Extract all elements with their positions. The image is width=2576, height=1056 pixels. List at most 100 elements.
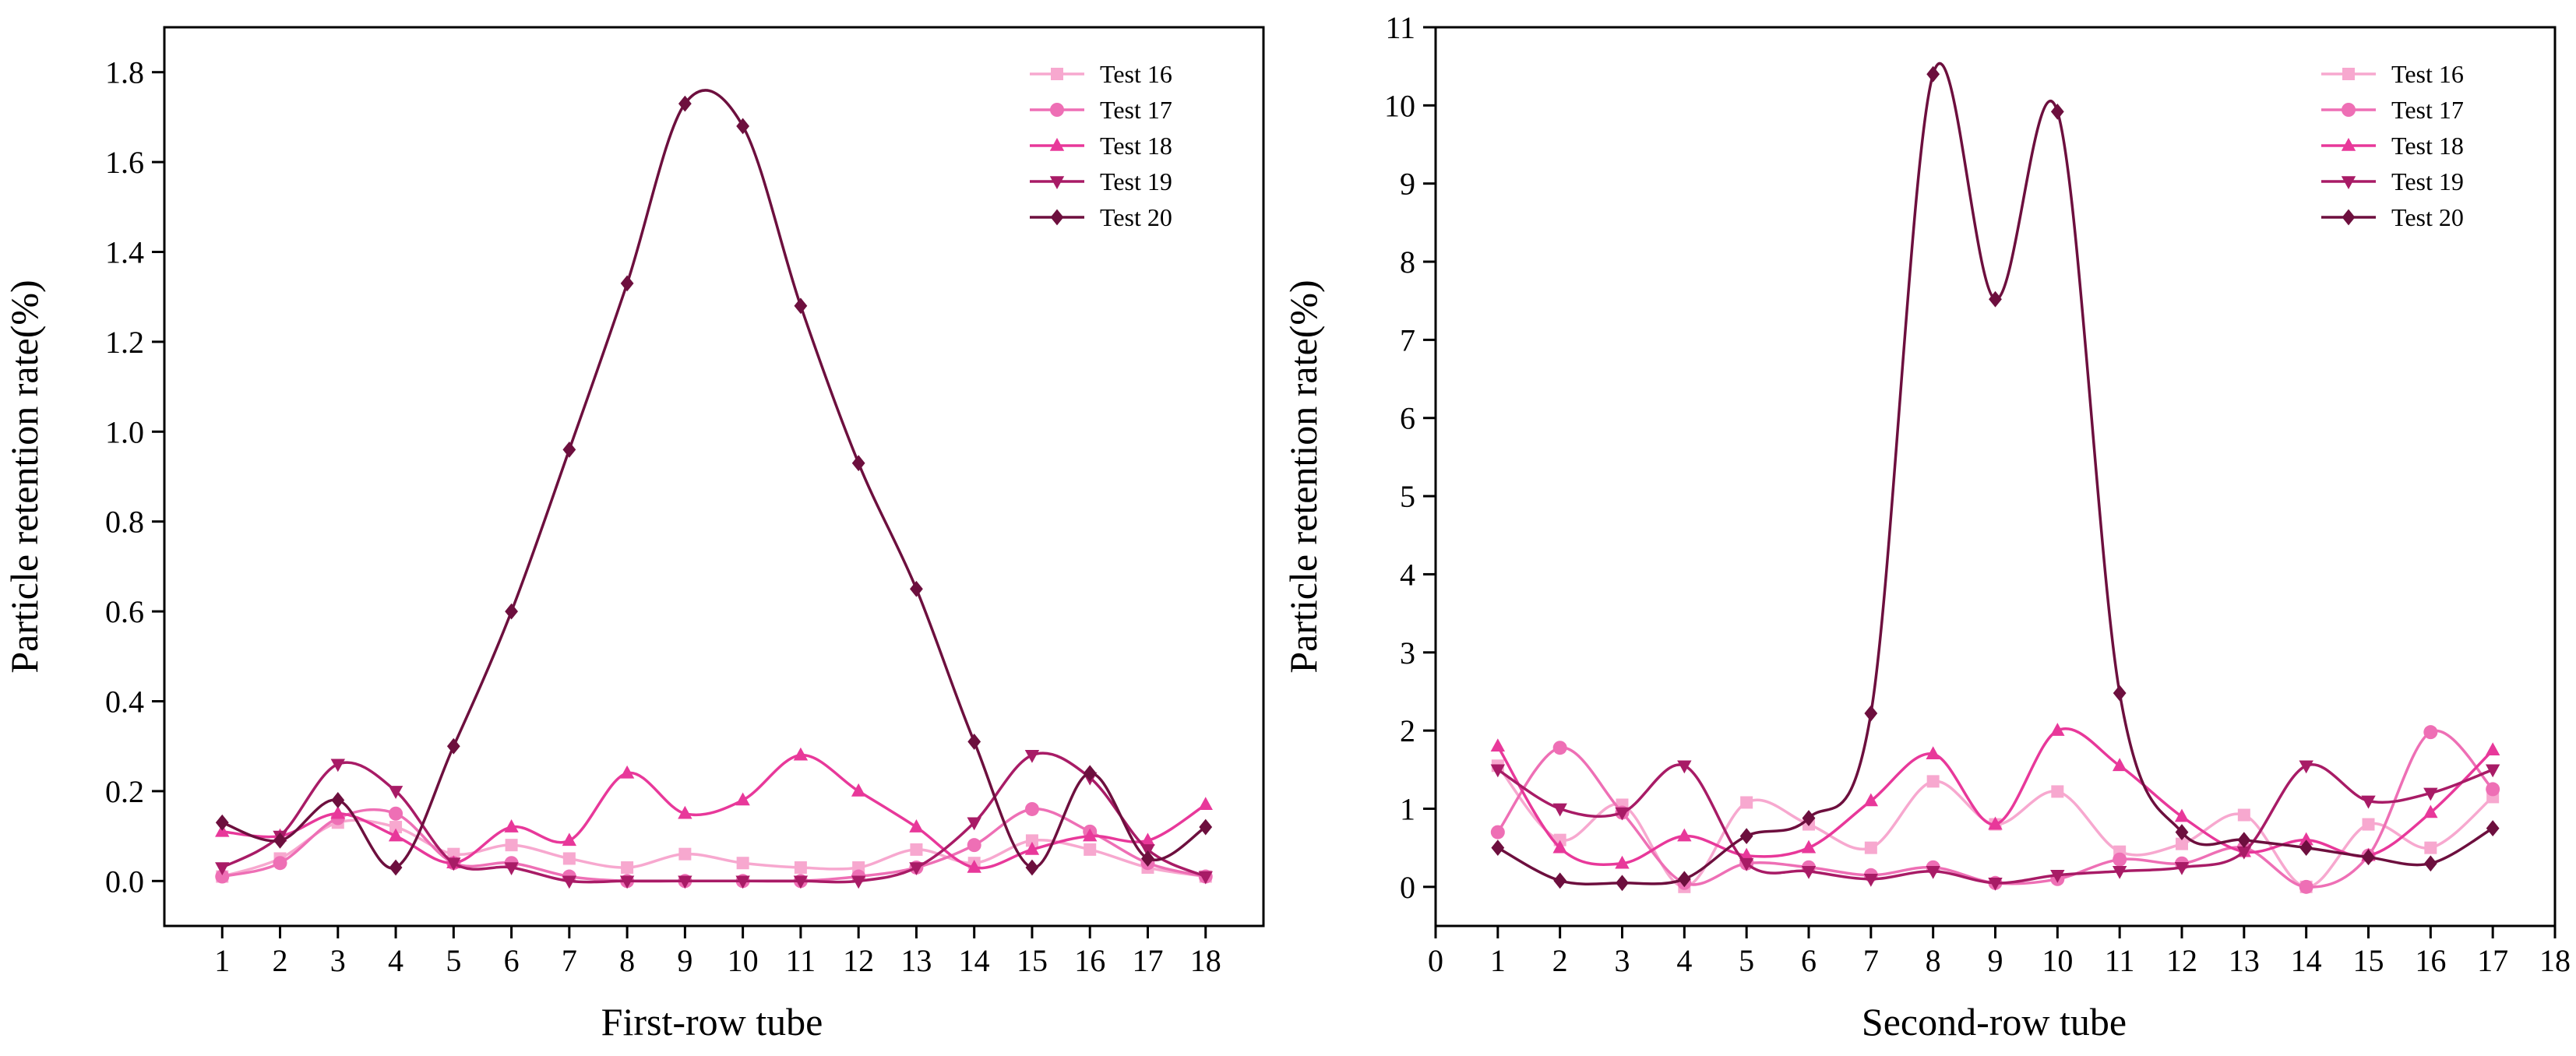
data-point <box>504 819 519 832</box>
data-point <box>910 580 923 597</box>
x-axis-label: Second-row tube <box>1862 1000 2127 1044</box>
data-point <box>1552 840 1567 854</box>
data-point <box>851 875 866 889</box>
y-tick-label: 9 <box>1400 167 1415 202</box>
y-tick-label: 0.6 <box>105 594 144 629</box>
data-point <box>1198 797 1213 811</box>
data-point <box>389 821 403 834</box>
data-point <box>2051 785 2064 798</box>
x-tick-label: 4 <box>1676 943 1692 978</box>
series-test-19 <box>215 749 1213 889</box>
data-point <box>2299 879 2313 894</box>
data-point <box>215 869 230 884</box>
x-tick-label: 9 <box>1988 943 2003 978</box>
data-point <box>2237 832 2251 849</box>
x-tick-label: 16 <box>2415 943 2446 978</box>
data-point <box>967 838 981 853</box>
legend-label: Test 16 <box>1100 60 1172 88</box>
data-point <box>1491 840 1505 857</box>
y-tick-label: 1.2 <box>105 325 144 360</box>
series-test-19 <box>1490 760 2500 891</box>
data-point <box>619 875 635 889</box>
x-tick-label: 6 <box>1801 943 1817 978</box>
y-tick-label: 2 <box>1400 713 1415 748</box>
legend: Test 16 Test 17 Test 18 Test 19 Test 20 <box>2321 60 2464 231</box>
data-point <box>2486 782 2500 797</box>
data-point <box>1988 878 2003 891</box>
series-line <box>1497 62 2494 885</box>
legend-label: Test 20 <box>1100 203 1172 231</box>
y-tick-label: 1.0 <box>105 414 144 449</box>
legend-marker <box>2342 209 2356 226</box>
series-test-18 <box>215 747 1213 873</box>
data-point <box>2050 103 2064 120</box>
data-point <box>1025 859 1039 876</box>
data-point <box>1141 850 1154 867</box>
data-point <box>793 747 809 761</box>
data-point <box>1739 847 1754 861</box>
data-point <box>1801 840 1817 854</box>
data-point <box>851 783 866 797</box>
data-point <box>678 805 692 819</box>
data-point <box>1988 816 2003 830</box>
data-point <box>562 852 576 865</box>
data-point <box>1490 764 1506 778</box>
x-tick-label: 2 <box>273 943 288 978</box>
x-tick-label: 11 <box>786 943 816 978</box>
data-point <box>2423 855 2437 872</box>
x-tick-label: 13 <box>2229 943 2260 978</box>
data-point <box>1552 741 1567 755</box>
x-tick-label: 5 <box>446 943 461 978</box>
data-point <box>1083 765 1097 782</box>
x-tick-label: 10 <box>2042 943 2073 978</box>
series-test-20 <box>215 89 1213 876</box>
y-tick-label: 1 <box>1400 791 1415 826</box>
data-point <box>1198 871 1213 885</box>
data-point <box>2050 869 2065 883</box>
x-tick-label: 8 <box>619 943 635 978</box>
data-point <box>2174 861 2190 875</box>
data-point <box>1677 871 1691 888</box>
data-point <box>736 118 750 135</box>
x-tick-label: 14 <box>2291 943 2322 978</box>
x-tick-label: 17 <box>1132 943 1163 978</box>
data-point <box>2361 795 2376 809</box>
legend-label: Test 17 <box>1100 96 1172 124</box>
data-point <box>1739 828 1753 844</box>
data-point <box>562 832 577 847</box>
y-axis-label: Particle retention rate(%) <box>2 280 46 673</box>
data-point <box>1864 841 1877 854</box>
data-point <box>1801 865 1817 879</box>
data-point <box>562 875 577 889</box>
x-tick-label: 1 <box>214 943 230 978</box>
data-point <box>794 297 808 315</box>
series-test-16 <box>216 816 1212 883</box>
data-point <box>2423 787 2438 801</box>
data-point <box>2423 725 2438 740</box>
x-tick-label: 0 <box>1428 943 1443 978</box>
data-point <box>2362 849 2375 866</box>
y-tick-label: 0.2 <box>105 774 144 809</box>
data-point <box>330 805 345 819</box>
x-tick-label: 3 <box>330 943 346 978</box>
data-point <box>2237 808 2250 822</box>
y-tick-label: 0.4 <box>105 685 144 720</box>
legend-marker <box>2342 68 2355 80</box>
data-point <box>1677 828 1692 842</box>
data-point <box>2424 841 2437 854</box>
data-point <box>2236 846 2252 860</box>
legend-marker <box>1050 103 1064 117</box>
y-tick-label: 1.4 <box>105 235 144 270</box>
data-point <box>967 734 981 750</box>
data-point <box>793 875 809 889</box>
data-point <box>678 847 692 861</box>
series-line <box>1496 729 2494 889</box>
data-point <box>1926 775 1940 788</box>
left-chart-panel: 0.00.20.40.60.81.01.21.41.61.81 2 3 4 5 6 7 8 9 1… <box>2 26 1265 1044</box>
data-point <box>910 843 923 856</box>
data-point <box>735 875 750 889</box>
y-tick-label: 1.6 <box>105 145 144 180</box>
data-point <box>851 455 865 472</box>
legend-marker <box>2341 138 2356 151</box>
